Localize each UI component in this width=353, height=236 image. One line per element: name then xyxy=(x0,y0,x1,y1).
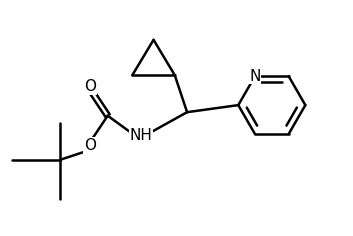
Text: O: O xyxy=(84,138,96,153)
Text: NH: NH xyxy=(130,128,152,143)
Text: O: O xyxy=(84,79,96,94)
Text: N: N xyxy=(249,69,261,84)
